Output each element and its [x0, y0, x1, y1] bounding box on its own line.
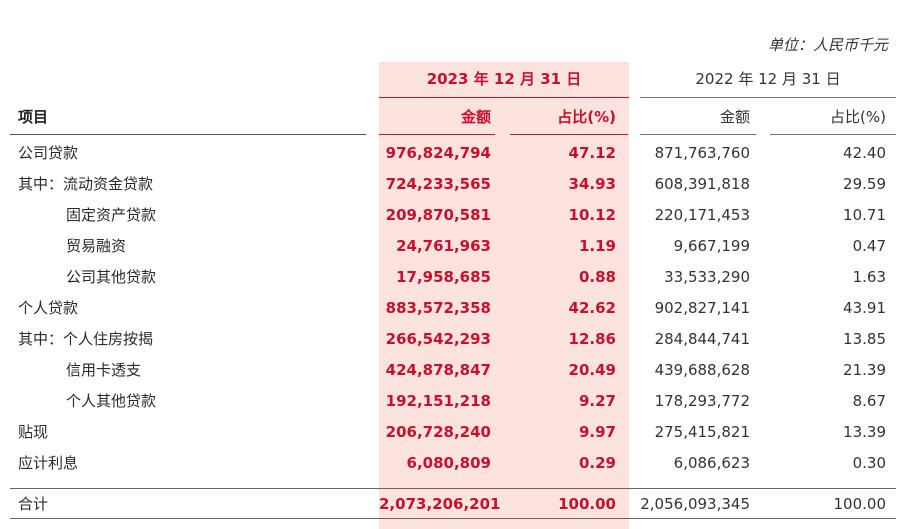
table-row: 个人其他贷款 192,151,218 9.27 178,293,772 8.67	[0, 385, 900, 416]
table-row: 贸易融资 24,761,963 1.19 9,667,199 0.47	[0, 230, 900, 261]
amount-2022: 871,763,760	[654, 144, 750, 162]
table-row: 其中：流动资金贷款 724,233,565 34.93 608,391,818 …	[0, 168, 900, 199]
column-header-pct-2023: 占比(%)	[557, 108, 616, 126]
amount-2023: 206,728,240	[385, 423, 491, 441]
table-row: 信用卡透支 424,878,847 20.49 439,688,628 21.3…	[0, 354, 900, 385]
total-amount-2022: 2,056,093,345	[640, 495, 750, 513]
header-year-2023-rule	[379, 97, 629, 98]
amount-2022: 284,844,741	[654, 330, 750, 348]
amount-2023: 724,233,565	[385, 175, 491, 193]
row-label: 个人其他贷款	[66, 392, 157, 410]
pct-2022: 21.39	[843, 361, 886, 379]
amount-2022: 902,827,141	[654, 299, 750, 317]
pct-2023: 0.29	[578, 454, 616, 472]
pct-2022: 0.47	[852, 237, 886, 255]
amount-2022: 6,086,623	[673, 454, 750, 472]
row-label: 贴现	[18, 423, 49, 441]
pct-2023: 1.19	[578, 237, 616, 255]
pct-2022: 0.30	[852, 454, 886, 472]
table-row: 其中：个人住房按揭 266,542,293 12.86 284,844,741 …	[0, 323, 900, 354]
amount-2023: 424,878,847	[385, 361, 491, 379]
pct-2023: 10.12	[568, 206, 616, 224]
pct-2023: 20.49	[568, 361, 616, 379]
total-row: 合计 2,073,206,201 100.00 2,056,093,345 10…	[0, 488, 900, 519]
pct-2023: 0.88	[578, 268, 616, 286]
column-header-amount-2022: 金额	[719, 108, 750, 126]
total-bottom-rule	[10, 518, 896, 519]
pct-2022: 8.67	[852, 392, 886, 410]
pct-2023: 42.62	[568, 299, 616, 317]
pct-2022: 42.40	[843, 144, 886, 162]
header-year-2022: 2022 年 12 月 31 日	[695, 70, 841, 88]
amount-2023: 976,824,794	[385, 144, 491, 162]
pct-2022: 10.71	[843, 206, 886, 224]
header-rule-item	[10, 134, 366, 135]
amount-2022: 608,391,818	[654, 175, 750, 193]
column-header-pct-2022: 占比(%)	[830, 108, 886, 126]
row-label: 固定资产贷款	[66, 206, 157, 224]
total-pct-2023: 100.00	[558, 495, 616, 513]
table-row: 个人贷款 883,572,358 42.62 902,827,141 43.91	[0, 292, 900, 323]
amount-2022: 439,688,628	[654, 361, 750, 379]
pct-2023: 9.27	[578, 392, 616, 410]
header-year-2022-rule	[640, 97, 896, 98]
table-row: 贴现 206,728,240 9.97 275,415,821 13.39	[0, 416, 900, 447]
pct-2022: 1.63	[852, 268, 886, 286]
total-top-rule	[10, 488, 896, 489]
amount-2023: 883,572,358	[385, 299, 491, 317]
amount-2023: 209,870,581	[385, 206, 491, 224]
header-rule-pct-2022	[770, 134, 896, 135]
row-label: 其中：流动资金贷款	[18, 175, 154, 193]
row-label: 其中：个人住房按揭	[18, 330, 154, 348]
amount-2023: 6,080,809	[406, 454, 491, 472]
unit-note: 单位：人民币千元	[767, 36, 888, 54]
row-label: 公司贷款	[18, 144, 79, 162]
pct-2023: 12.86	[568, 330, 616, 348]
header-rule-pct-2023	[510, 134, 628, 135]
amount-2023: 17,958,685	[396, 268, 491, 286]
amount-2022: 9,667,199	[673, 237, 750, 255]
amount-2022: 275,415,821	[654, 423, 750, 441]
row-label: 应计利息	[18, 454, 79, 472]
amount-2022: 220,171,453	[654, 206, 750, 224]
row-label: 信用卡透支	[66, 361, 142, 379]
header-year-2023: 2023 年 12 月 31 日	[426, 70, 582, 88]
total-label: 合计	[18, 495, 49, 513]
column-header-amount-2023: 金额	[460, 108, 491, 126]
header-rule-amount-2023	[379, 134, 495, 135]
pct-2023: 47.12	[568, 144, 616, 162]
loan-table-body: 公司贷款 976,824,794 47.12 871,763,760 42.40…	[0, 137, 900, 478]
table-row: 固定资产贷款 209,870,581 10.12 220,171,453 10.…	[0, 199, 900, 230]
table-row: 公司贷款 976,824,794 47.12 871,763,760 42.40	[0, 137, 900, 168]
row-label: 贸易融资	[66, 237, 127, 255]
amount-2023: 266,542,293	[385, 330, 491, 348]
amount-2023: 24,761,963	[396, 237, 491, 255]
amount-2022: 178,293,772	[654, 392, 750, 410]
pct-2022: 13.39	[843, 423, 886, 441]
total-pct-2022: 100.00	[833, 495, 887, 513]
table-row: 应计利息 6,080,809 0.29 6,086,623 0.30	[0, 447, 900, 478]
pct-2022: 13.85	[843, 330, 886, 348]
pct-2022: 43.91	[843, 299, 886, 317]
pct-2023: 34.93	[568, 175, 616, 193]
total-amount-2023: 2,073,206,201	[379, 495, 501, 513]
header-rule-amount-2022	[640, 134, 756, 135]
column-header-item: 项目	[18, 108, 49, 126]
table-row: 公司其他贷款 17,958,685 0.88 33,533,290 1.63	[0, 261, 900, 292]
pct-2022: 29.59	[843, 175, 886, 193]
row-label: 个人贷款	[18, 299, 79, 317]
row-label: 公司其他贷款	[66, 268, 157, 286]
amount-2023: 192,151,218	[385, 392, 491, 410]
amount-2022: 33,533,290	[664, 268, 750, 286]
pct-2023: 9.97	[578, 423, 616, 441]
year-2023-highlight	[379, 62, 629, 529]
